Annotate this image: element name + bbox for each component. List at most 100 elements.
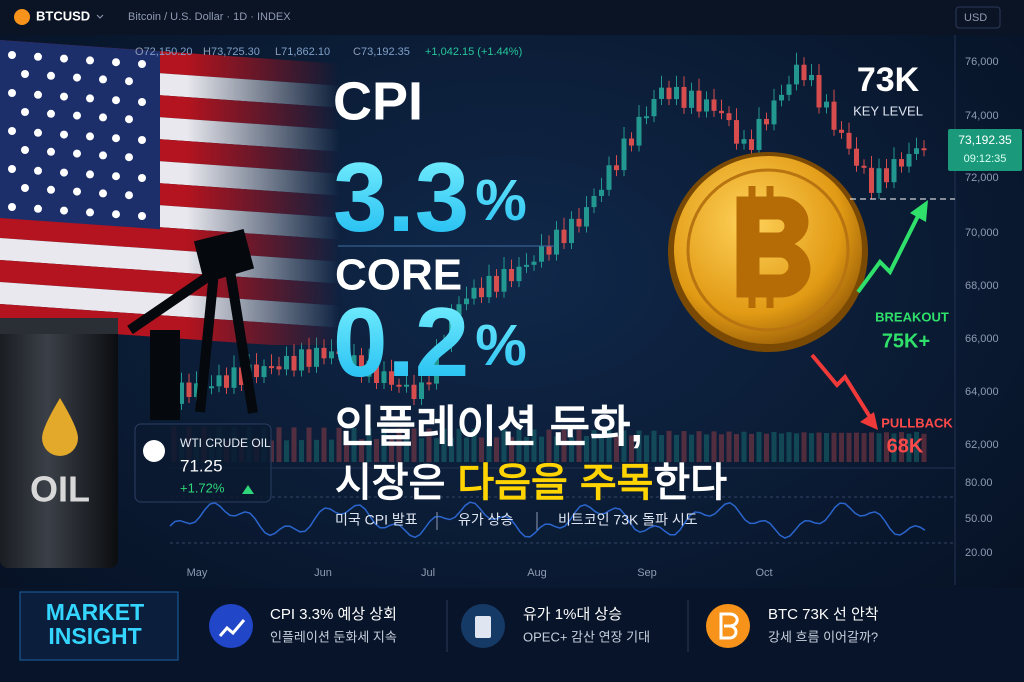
- insight-title: MARKET: [46, 599, 144, 625]
- breakout-value: 75K+: [882, 330, 930, 352]
- wti-change: +1.72%: [180, 480, 225, 495]
- flag-stripe: [0, 260, 340, 306]
- candle: [471, 287, 477, 299]
- candle: [756, 118, 762, 150]
- volume: [299, 440, 304, 462]
- cpi-value: 3.3%: [333, 142, 527, 252]
- volume: [621, 430, 627, 462]
- candle: [809, 74, 814, 81]
- price-axis-label: 68,000: [965, 280, 999, 292]
- candle: [231, 367, 237, 388]
- candle: [644, 116, 649, 119]
- currency[interactable]: USD: [964, 12, 987, 24]
- flag-stripe: [0, 216, 340, 262]
- up-triangle: [242, 485, 254, 494]
- line2-highlight: 다음을: [457, 461, 567, 505]
- candle: [269, 366, 274, 369]
- candle: [434, 346, 439, 384]
- volume: [276, 427, 282, 462]
- volume: [539, 436, 544, 462]
- flag-star: [99, 189, 107, 198]
- candle: [614, 165, 619, 171]
- volume: [291, 427, 297, 462]
- core-label: CORE: [335, 251, 462, 300]
- candle: [524, 264, 529, 267]
- ohlc-key: H: [203, 46, 211, 58]
- volume: [531, 429, 537, 462]
- volume: [584, 436, 589, 462]
- volume: [831, 432, 837, 462]
- currency-box[interactable]: [955, 6, 1001, 29]
- pump-jack: [127, 228, 258, 414]
- breakout-arrowhead: [910, 200, 928, 222]
- item-sub: OPEC+ 감산 연장 기대: [523, 629, 650, 644]
- month-label: Sep: [637, 567, 657, 579]
- candle: [441, 345, 447, 348]
- wti-name: WTI CRUDE OIL: [180, 436, 271, 450]
- jerrycan-glyph: [475, 616, 491, 638]
- volume: [636, 430, 642, 462]
- pullback-arrowhead: [860, 412, 878, 430]
- chevron[interactable]: [96, 14, 104, 19]
- candle: [516, 266, 522, 282]
- candle: [816, 74, 822, 108]
- month-label: Aug: [527, 567, 547, 579]
- candle: [426, 382, 432, 385]
- flag-star: [34, 204, 42, 213]
- candle: [921, 148, 927, 151]
- symbol[interactable]: BTCUSD: [36, 8, 90, 23]
- candle: [801, 64, 807, 81]
- pullback-label: PULLBACK: [881, 415, 953, 430]
- candle: [299, 349, 304, 371]
- barrel-rim: [0, 318, 118, 334]
- candle: [831, 101, 837, 130]
- price-axis-label: 66,000: [965, 333, 999, 345]
- flag-star: [21, 146, 29, 154]
- volume: [366, 427, 372, 462]
- candle: [554, 229, 559, 255]
- flag-star: [86, 132, 94, 141]
- indicator-axis-label: 50.00: [965, 513, 993, 525]
- btc-icon[interactable]: [14, 9, 30, 25]
- candle: [359, 355, 364, 377]
- wti-icon: [143, 440, 165, 462]
- candle: [606, 165, 612, 190]
- ohlc-value: 72,150.20: [144, 46, 193, 58]
- volume: [449, 437, 454, 462]
- ohlc-row: O72,150.20 H73,725.30 L71,862.10 C73,192.35…: [135, 46, 522, 58]
- ohlc-value: 73,192.35: [361, 46, 410, 58]
- volume: [741, 431, 747, 462]
- flag-star: [34, 128, 42, 137]
- volume: [441, 428, 447, 462]
- item-title: BTC 73K 선 안착: [768, 606, 879, 623]
- volume: [486, 429, 492, 462]
- candle: [824, 101, 829, 108]
- volume: [734, 434, 739, 462]
- candle: [561, 229, 567, 244]
- candle: [659, 87, 664, 99]
- candle: [891, 159, 897, 183]
- subline: 미국 CPI 발표: [335, 512, 418, 528]
- volume: [801, 432, 807, 462]
- volume: [771, 432, 777, 462]
- candle: [651, 98, 657, 117]
- volume: [906, 433, 912, 462]
- candle: [861, 165, 867, 168]
- candle: [509, 268, 514, 282]
- korean-line2: 시장은 다음을 주목한다: [335, 461, 727, 505]
- candle: [869, 167, 874, 193]
- volume: [599, 435, 604, 462]
- volume: [561, 429, 567, 462]
- candle: [621, 138, 627, 171]
- volume: [464, 437, 469, 462]
- candle: [726, 113, 732, 121]
- flag-star: [47, 109, 55, 118]
- candle: [779, 94, 784, 101]
- candle: [494, 275, 499, 292]
- barrel-label: OIL: [30, 469, 90, 510]
- subline: 비트코인 73K 돌파 시도: [558, 512, 698, 528]
- volume: [681, 431, 687, 462]
- flag-star: [47, 71, 55, 80]
- item-title: CPI 3.3% 예상 상회: [270, 606, 397, 623]
- candle: [906, 153, 912, 167]
